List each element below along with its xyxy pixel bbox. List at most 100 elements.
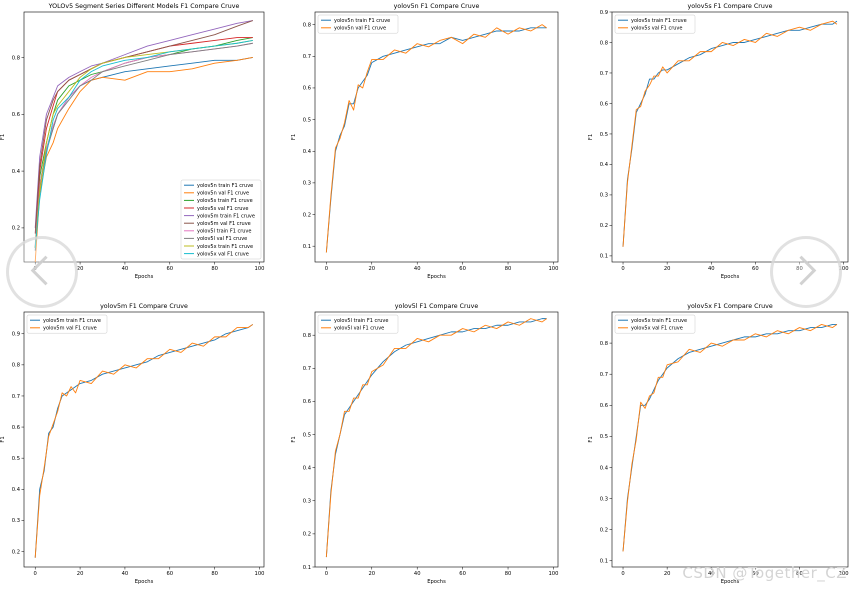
y-tick-label: 0.6 bbox=[303, 399, 311, 405]
y-tick-label: 0.3 bbox=[303, 181, 311, 187]
x-tick-label: 100 bbox=[255, 266, 265, 272]
legend-entry: yolov5m train F1 cruve bbox=[197, 213, 255, 219]
series-line-2 bbox=[325, 318, 547, 558]
y-tick-label: 0.2 bbox=[12, 549, 20, 555]
x-tick-label: 20 bbox=[664, 266, 671, 272]
y-axis-label: F1 bbox=[291, 134, 297, 140]
legend-entry: yolov5s val F1 cruve bbox=[197, 206, 248, 212]
chart-panel-2: yolov5n F1 Compare Cruve 0 20 40 60 80 100 0.1 0… bbox=[291, 3, 558, 280]
x-tick-label: 40 bbox=[122, 266, 129, 272]
axes-frame bbox=[314, 311, 559, 568]
y-tick-label: 0.6 bbox=[600, 101, 608, 107]
axes-frame bbox=[611, 311, 849, 568]
x-tick-label: 0 bbox=[325, 266, 328, 272]
legend-entry: yolov5l train F1 cruve bbox=[334, 318, 388, 324]
y-axis-label: F1 bbox=[0, 134, 6, 140]
y-tick-label: 0.5 bbox=[600, 132, 608, 138]
legend-entry: yolov5s train F1 cruve bbox=[197, 198, 253, 204]
y-tick-label: 0.8 bbox=[600, 40, 608, 46]
y-tick-label: 0.4 bbox=[600, 162, 609, 168]
series-line-1 bbox=[622, 20, 838, 247]
x-tick-label: 20 bbox=[77, 571, 84, 577]
x-tick-label: 40 bbox=[708, 266, 715, 272]
axes-frame bbox=[23, 311, 265, 568]
chart-title: yolov5x F1 Compare Cruve bbox=[687, 303, 773, 310]
y-tick-label: 0.7 bbox=[303, 54, 311, 60]
x-axis-label: Epochs bbox=[721, 579, 740, 585]
x-tick-label: 40 bbox=[414, 571, 421, 577]
y-tick-label: 0.5 bbox=[303, 432, 311, 438]
legend-entry: yolov5x train F1 cruve bbox=[197, 244, 253, 250]
x-tick-label: 60 bbox=[166, 266, 173, 272]
x-axis-label: Epochs bbox=[721, 274, 740, 280]
y-tick-label: 0.2 bbox=[303, 212, 311, 218]
y-tick-label: 0.7 bbox=[303, 366, 311, 372]
chart-panel-5: yolov5l F1 Compare Cruve 0 20 40 60 80 100 0.1 0… bbox=[291, 303, 558, 585]
series-line-2 bbox=[622, 20, 838, 247]
legend-entry: yolov5s val F1 cruve bbox=[631, 26, 682, 32]
watermark-text: CSDN @Together_CZ bbox=[682, 564, 847, 582]
y-tick-label: 0.3 bbox=[600, 193, 608, 199]
y-tick-label: 0.8 bbox=[303, 333, 311, 339]
y-tick-label: 0.2 bbox=[600, 223, 608, 229]
axes-frame bbox=[314, 11, 559, 263]
y-tick-label: 0.4 bbox=[600, 465, 609, 471]
x-tick-label: 60 bbox=[459, 571, 466, 577]
y-tick-label: 0.3 bbox=[303, 499, 311, 505]
x-tick-label: 40 bbox=[414, 266, 421, 272]
x-tick-label: 0 bbox=[621, 266, 624, 272]
series-line-2 bbox=[325, 24, 547, 253]
x-tick-label: 100 bbox=[549, 266, 559, 272]
x-tick-label: 20 bbox=[77, 266, 84, 272]
chart-title: YOLOv5 Segment Series Different Models F… bbox=[48, 3, 240, 10]
y-tick-label: 0.2 bbox=[12, 226, 20, 232]
legend-entry: yolov5l val F1 cruve bbox=[334, 326, 384, 332]
series-line-1 bbox=[325, 27, 547, 253]
x-tick-label: 80 bbox=[505, 266, 512, 272]
x-tick-label: 100 bbox=[255, 571, 265, 577]
x-tick-label: 0 bbox=[325, 571, 328, 577]
legend-entry: yolov5n val F1 cruve bbox=[334, 26, 386, 32]
next-image-button[interactable] bbox=[770, 236, 842, 308]
y-tick-label: 0.8 bbox=[303, 22, 311, 28]
legend-box bbox=[614, 14, 696, 34]
chevron-left-icon bbox=[30, 255, 61, 286]
series-line-10 bbox=[34, 39, 253, 248]
x-axis-label: Epochs bbox=[135, 579, 154, 585]
legend-box bbox=[26, 314, 108, 334]
x-tick-label: 20 bbox=[664, 571, 671, 577]
y-tick-label: 0.5 bbox=[12, 456, 20, 462]
legend-box bbox=[317, 14, 399, 34]
x-tick-label: 100 bbox=[549, 571, 559, 577]
series-line-8 bbox=[34, 42, 253, 248]
y-tick-label: 0.4 bbox=[12, 487, 21, 493]
legend-entry: yolov5m val F1 cruve bbox=[43, 326, 97, 332]
y-tick-label: 0.3 bbox=[12, 518, 20, 524]
previous-image-button[interactable] bbox=[6, 236, 78, 308]
legend-entry: yolov5l val F1 cruve bbox=[197, 236, 247, 242]
x-tick-label: 0 bbox=[621, 571, 624, 577]
y-tick-label: 0.4 bbox=[303, 465, 312, 471]
axes-frame bbox=[611, 11, 849, 263]
y-tick-label: 0.9 bbox=[12, 332, 20, 338]
chart-title: yolov5m F1 Compare Cruve bbox=[100, 303, 188, 310]
x-axis-label: Epochs bbox=[427, 579, 446, 585]
y-tick-label: 0.7 bbox=[600, 372, 608, 378]
series-line-1 bbox=[622, 323, 837, 552]
chart-panel-6: yolov5x F1 Compare Cruve 0 20 40 60 80 100 0.1 0… bbox=[588, 303, 849, 585]
y-axis-label: F1 bbox=[291, 436, 297, 442]
x-tick-label: 80 bbox=[796, 571, 803, 577]
chevron-right-icon bbox=[786, 255, 817, 286]
legend-entry: yolov5s train F1 cruve bbox=[631, 18, 687, 24]
x-tick-label: 40 bbox=[122, 571, 129, 577]
x-tick-label: 60 bbox=[459, 266, 466, 272]
legend-entry: yolov5n val F1 cruve bbox=[197, 191, 249, 197]
x-tick-label: 60 bbox=[752, 266, 759, 272]
y-tick-label: 0.2 bbox=[303, 532, 311, 538]
chart-title: yolov5n F1 Compare Cruve bbox=[394, 3, 480, 10]
y-tick-label: 0.6 bbox=[12, 425, 20, 431]
x-tick-label: 60 bbox=[752, 571, 759, 577]
y-tick-label: 0.2 bbox=[600, 527, 608, 533]
